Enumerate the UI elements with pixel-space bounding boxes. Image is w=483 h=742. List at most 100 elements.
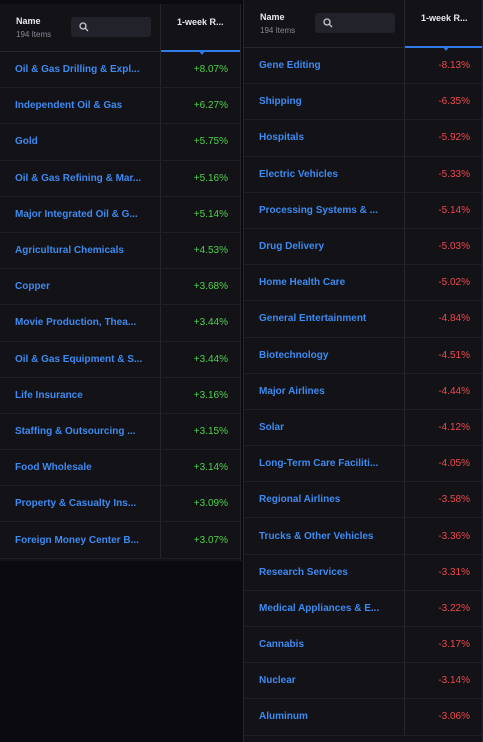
- industry-name-cell: Oil & Gas Drilling & Expl...: [0, 52, 161, 88]
- table-row[interactable]: Foreign Money Center B... +3.07%: [0, 522, 240, 559]
- industry-link[interactable]: Home Health Care: [259, 277, 346, 289]
- table-row[interactable]: Major Integrated Oil & G... +5.14%: [0, 196, 240, 233]
- industry-link[interactable]: Research Services: [259, 566, 348, 578]
- table-row[interactable]: Research Services -3.31%: [244, 554, 482, 591]
- table-row[interactable]: Biotechnology -4.51%: [244, 337, 482, 374]
- industry-link[interactable]: Nuclear: [259, 675, 296, 687]
- table-row[interactable]: Trucks & Other Vehicles -3.36%: [244, 518, 482, 555]
- table-row[interactable]: Oil & Gas Refining & Mar... +5.16%: [0, 160, 240, 197]
- industry-name-cell: Medical Appliances & E...: [244, 590, 405, 626]
- industry-link[interactable]: Oil & Gas Equipment & S...: [15, 353, 143, 365]
- table-row[interactable]: Gold +5.75%: [0, 124, 240, 161]
- table-row[interactable]: Oil & Gas Equipment & S... +3.44%: [0, 341, 240, 378]
- table-row[interactable]: Drug Delivery -5.03%: [244, 228, 482, 266]
- industry-name-cell: Shipping: [244, 84, 405, 120]
- industry-link[interactable]: Gene Editing: [259, 60, 321, 72]
- table-row[interactable]: Hospitals -5.92%: [244, 120, 482, 157]
- industry-link[interactable]: Independent Oil & Gas: [15, 100, 123, 112]
- industry-link[interactable]: Copper: [15, 281, 50, 293]
- table-row[interactable]: Oil & Gas Drilling & Expl... +8.07%: [0, 52, 240, 89]
- industry-name-cell: Food Wholesale: [0, 450, 161, 486]
- item-count: 194 Items: [16, 30, 52, 39]
- return-value: -4.12%: [438, 421, 470, 433]
- return-value: +5.75%: [193, 136, 228, 148]
- industry-link[interactable]: Property & Casualty Ins...: [15, 498, 137, 510]
- industry-link[interactable]: Movie Production, Thea...: [15, 317, 137, 329]
- return-value: -4.05%: [438, 458, 470, 470]
- industry-link[interactable]: Major Integrated Oil & G...: [15, 208, 138, 220]
- industry-name-cell: Movie Production, Thea...: [0, 305, 161, 341]
- table-row[interactable]: Staffing & Outsourcing ... +3.15%: [0, 413, 240, 451]
- industry-link[interactable]: Processing Systems & ...: [259, 204, 378, 216]
- industry-name-cell: Agricultural Chemicals: [0, 232, 161, 269]
- return-value: -5.14%: [438, 204, 470, 216]
- item-count: 194 Items: [260, 26, 296, 35]
- table-row[interactable]: Nuclear -3.14%: [244, 663, 482, 700]
- industry-name-cell: Drug Delivery: [244, 228, 405, 265]
- table-row[interactable]: Life Insurance +3.16%: [0, 377, 240, 414]
- industry-link[interactable]: Regional Airlines: [259, 494, 341, 506]
- name-column-header[interactable]: Name 194 Items: [0, 4, 161, 52]
- return-value: +3.44%: [193, 317, 228, 329]
- industry-link[interactable]: Drug Delivery: [259, 241, 325, 253]
- table-row[interactable]: Movie Production, Thea... +3.44%: [0, 305, 240, 342]
- table-row[interactable]: Shipping -6.35%: [244, 84, 482, 121]
- table-row[interactable]: Electric Vehicles -5.33%: [244, 156, 482, 193]
- table-row[interactable]: Solar -4.12%: [244, 409, 482, 447]
- table-body: Gene Editing -8.13% Shipping -6.35% Hospital…: [244, 48, 482, 736]
- industry-name-cell: Biotechnology: [244, 337, 405, 373]
- industry-link[interactable]: Electric Vehicles: [259, 168, 338, 180]
- industry-link[interactable]: Medical Appliances & E...: [259, 602, 380, 614]
- industry-link[interactable]: Food Wholesale: [15, 462, 92, 474]
- industry-link[interactable]: Solar: [259, 421, 285, 433]
- table-row[interactable]: Property & Casualty Ins... +3.09%: [0, 486, 240, 523]
- table-row[interactable]: Regional Airlines -3.58%: [244, 482, 482, 519]
- industry-link[interactable]: Trucks & Other Vehicles: [259, 530, 374, 542]
- industry-name-cell: Gold: [0, 124, 161, 160]
- industry-link[interactable]: Long-Term Care Faciliti...: [259, 458, 379, 470]
- table-row[interactable]: Long-Term Care Faciliti... -4.05%: [244, 446, 482, 483]
- industry-link[interactable]: Biotechnology: [259, 349, 329, 361]
- industry-link[interactable]: Gold: [15, 136, 38, 148]
- table-row[interactable]: Gene Editing -8.13%: [244, 48, 482, 85]
- table-row[interactable]: Processing Systems & ... -5.14%: [244, 192, 482, 229]
- return-value: -8.13%: [438, 60, 470, 72]
- table-row[interactable]: Home Health Care -5.02%: [244, 265, 482, 302]
- industry-name-cell: Trucks & Other Vehicles: [244, 518, 405, 554]
- search-input[interactable]: [315, 13, 395, 33]
- table-row[interactable]: Medical Appliances & E... -3.22%: [244, 590, 482, 627]
- return-value: -4.51%: [438, 349, 470, 361]
- table-row[interactable]: Independent Oil & Gas +6.27%: [0, 88, 240, 125]
- return-value: -3.06%: [438, 711, 470, 723]
- industry-name-cell: Cannabis: [244, 627, 405, 663]
- table-row[interactable]: Aluminum -3.06%: [244, 699, 482, 736]
- table-row[interactable]: Copper +3.68%: [0, 269, 240, 306]
- table-row[interactable]: Major Airlines -4.44%: [244, 373, 482, 410]
- industry-link[interactable]: Aluminum: [259, 711, 308, 723]
- table-row[interactable]: Agricultural Chemicals +4.53%: [0, 232, 240, 270]
- industry-link[interactable]: Staffing & Outsourcing ...: [15, 425, 136, 437]
- table-row[interactable]: Cannabis -3.17%: [244, 627, 482, 664]
- industry-link[interactable]: Hospitals: [259, 132, 305, 144]
- industry-link[interactable]: Cannabis: [259, 639, 305, 651]
- industry-link[interactable]: Oil & Gas Refining & Mar...: [15, 172, 142, 184]
- industry-link[interactable]: Major Airlines: [259, 385, 325, 397]
- industry-link[interactable]: Foreign Money Center B...: [15, 534, 139, 546]
- industry-link[interactable]: Shipping: [259, 96, 302, 108]
- search-input[interactable]: [71, 17, 151, 37]
- table-row[interactable]: Food Wholesale +3.14%: [0, 450, 240, 487]
- table-row[interactable]: General Entertainment -4.84%: [244, 301, 482, 338]
- name-column-header[interactable]: Name 194 Items: [244, 0, 405, 48]
- name-header-label: Name: [16, 16, 41, 26]
- return-value: -3.22%: [438, 602, 470, 614]
- industry-link[interactable]: Agricultural Chemicals: [15, 245, 124, 257]
- industry-link[interactable]: Oil & Gas Drilling & Expl...: [15, 64, 140, 76]
- losers-table: Name 194 Items 1-week R... Gene Editing -…: [243, 0, 483, 742]
- industry-link[interactable]: General Entertainment: [259, 313, 367, 325]
- industry-link[interactable]: Life Insurance: [15, 389, 83, 401]
- return-column-header[interactable]: 1-week R...: [161, 4, 240, 55]
- return-value: +3.68%: [193, 281, 228, 293]
- industry-name-cell: Gene Editing: [244, 48, 405, 84]
- return-column-header[interactable]: 1-week R...: [405, 0, 482, 51]
